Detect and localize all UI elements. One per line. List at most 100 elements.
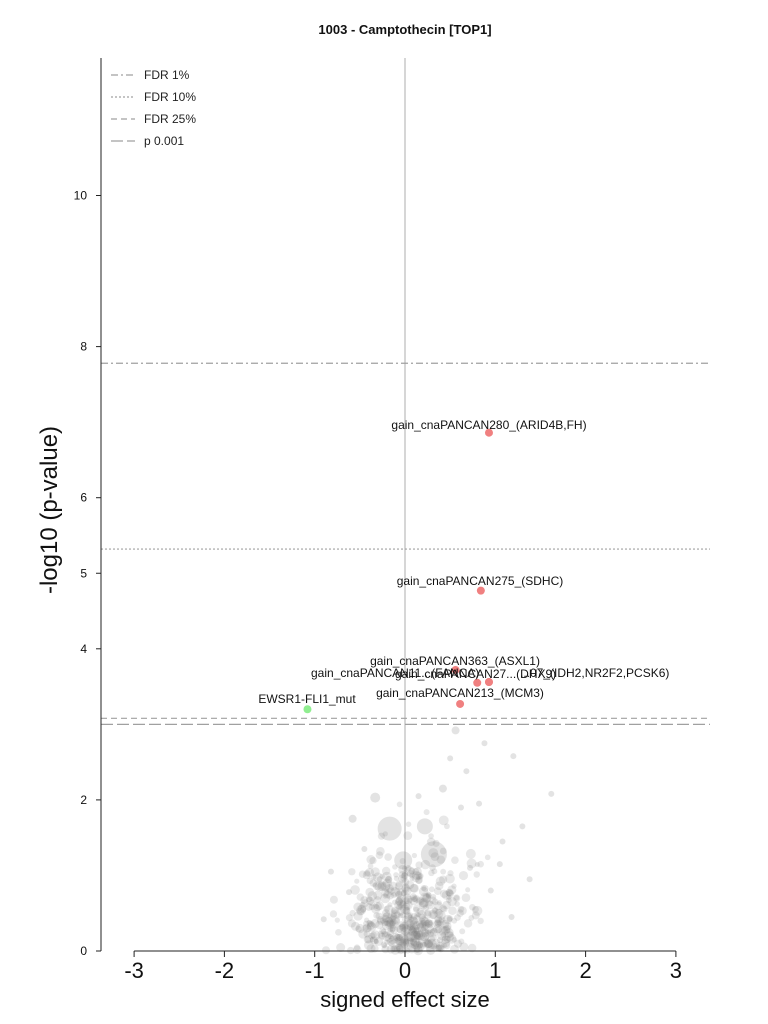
background-point xyxy=(387,902,393,908)
background-point xyxy=(415,896,425,906)
background-point xyxy=(372,902,382,912)
background-point xyxy=(416,922,427,933)
background-point xyxy=(375,920,384,930)
background-point xyxy=(441,926,451,936)
background-point xyxy=(362,924,369,931)
background-point xyxy=(440,868,447,875)
background-point xyxy=(447,885,457,895)
background-point xyxy=(435,941,445,951)
background-point xyxy=(398,913,404,919)
background-point xyxy=(395,925,404,933)
background-point xyxy=(439,889,449,898)
background-point xyxy=(441,890,451,900)
background-point xyxy=(417,873,424,880)
background-point xyxy=(381,930,388,938)
background-point xyxy=(434,915,443,924)
background-point xyxy=(403,900,413,911)
background-point xyxy=(355,925,362,933)
background-points xyxy=(320,726,555,956)
background-point xyxy=(419,897,430,908)
background-point xyxy=(424,930,432,937)
background-point xyxy=(405,821,412,827)
background-point xyxy=(394,900,403,910)
background-point xyxy=(353,902,363,912)
background-point xyxy=(408,867,416,875)
background-point xyxy=(415,876,423,884)
background-point xyxy=(422,892,432,902)
y-tick-label: 10 xyxy=(74,189,88,203)
background-point xyxy=(357,904,367,914)
background-point xyxy=(426,945,436,955)
background-point xyxy=(408,927,418,937)
background-point xyxy=(393,911,401,919)
background-point xyxy=(395,891,403,899)
background-point xyxy=(457,804,464,811)
background-point xyxy=(381,871,392,882)
background-point xyxy=(369,879,377,887)
background-point xyxy=(350,921,360,931)
background-point xyxy=(373,912,380,919)
y-tick-label: 5 xyxy=(80,566,87,580)
background-point xyxy=(370,867,380,877)
background-point xyxy=(408,916,414,922)
background-point xyxy=(431,907,439,915)
background-point xyxy=(383,905,390,913)
background-point xyxy=(364,917,370,923)
background-point xyxy=(396,801,403,808)
background-point xyxy=(376,915,385,924)
background-point xyxy=(366,921,376,930)
background-point xyxy=(438,815,449,826)
background-point xyxy=(401,872,409,880)
background-point xyxy=(456,909,464,917)
background-point xyxy=(428,919,434,926)
background-point xyxy=(433,920,442,929)
background-point xyxy=(387,934,393,940)
background-point xyxy=(415,932,421,939)
background-point xyxy=(395,897,404,906)
background-point xyxy=(428,833,434,839)
background-point xyxy=(370,904,381,914)
background-point xyxy=(336,943,346,953)
point-label: EWSR1-FLI1_mut xyxy=(258,692,356,706)
background-point xyxy=(420,917,430,927)
highlighted-point xyxy=(484,428,493,437)
background-point xyxy=(369,936,378,945)
background-point xyxy=(381,943,388,949)
background-point xyxy=(409,925,418,934)
background-point xyxy=(435,944,442,952)
background-point xyxy=(385,919,395,930)
background-point xyxy=(329,895,338,904)
background-point xyxy=(381,920,392,931)
background-point xyxy=(411,937,421,948)
background-point xyxy=(391,916,400,926)
background-point xyxy=(366,877,374,885)
background-point xyxy=(436,910,446,921)
legend-label: FDR 25% xyxy=(144,112,196,126)
background-point xyxy=(417,897,423,904)
background-point xyxy=(365,925,372,932)
background-point xyxy=(381,918,389,927)
background-point xyxy=(375,912,383,920)
background-point xyxy=(444,823,450,830)
background-point xyxy=(411,873,421,883)
background-point xyxy=(388,881,398,891)
background-point xyxy=(420,885,427,891)
background-point xyxy=(425,893,431,899)
background-point xyxy=(443,941,451,950)
background-point xyxy=(383,916,394,927)
background-point xyxy=(402,938,409,945)
background-point xyxy=(334,917,340,923)
background-point xyxy=(508,914,515,921)
background-point xyxy=(382,831,388,837)
background-point xyxy=(519,823,526,830)
background-point xyxy=(404,912,412,920)
background-point xyxy=(361,899,370,908)
background-point xyxy=(409,920,418,928)
y-tick-label: 4 xyxy=(80,642,87,656)
point-label: gain_cnaPANCAN213_(MCM3) xyxy=(376,686,544,700)
background-point xyxy=(445,888,454,897)
background-point xyxy=(353,911,363,921)
background-point xyxy=(409,923,416,931)
background-point xyxy=(548,790,555,797)
background-point xyxy=(445,897,452,904)
